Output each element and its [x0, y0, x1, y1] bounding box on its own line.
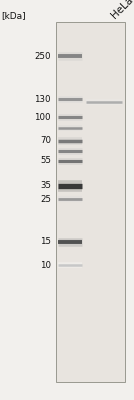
Text: 70: 70 [40, 136, 51, 145]
Text: 130: 130 [34, 95, 51, 104]
Text: 10: 10 [40, 260, 51, 270]
Text: 25: 25 [40, 195, 51, 204]
Text: 15: 15 [40, 237, 51, 246]
Bar [56, 22, 125, 382]
Text: HeLa: HeLa [110, 0, 134, 20]
Text: 55: 55 [40, 156, 51, 165]
Text: 250: 250 [34, 52, 51, 61]
Text: [kDa]: [kDa] [1, 11, 26, 20]
Text: 100: 100 [34, 113, 51, 122]
Text: 35: 35 [40, 181, 51, 190]
